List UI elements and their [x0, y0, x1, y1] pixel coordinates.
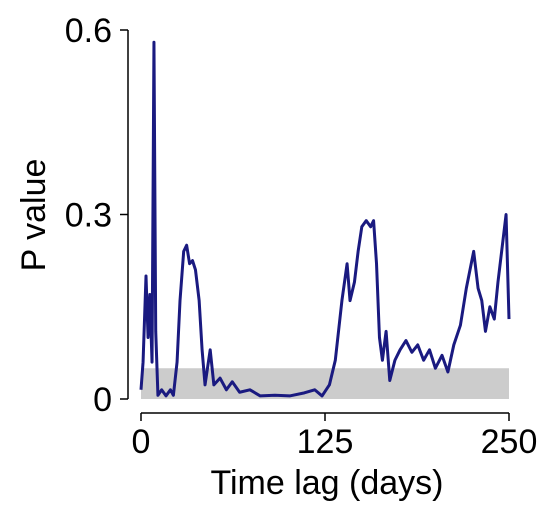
significance-band — [141, 368, 509, 399]
x-axis-label: Time lag (days) — [210, 464, 443, 502]
x-tick-label: 125 — [297, 423, 354, 461]
x-tick-label: 0 — [132, 423, 151, 461]
y-axis-label: P value — [15, 159, 53, 272]
y-tick-label: 0 — [93, 381, 112, 419]
data-line — [139, 40, 511, 398]
x-tick-label: 250 — [481, 423, 538, 461]
y-tick-label: 0.3 — [65, 197, 112, 235]
y-tick-label: 0.6 — [65, 12, 112, 50]
